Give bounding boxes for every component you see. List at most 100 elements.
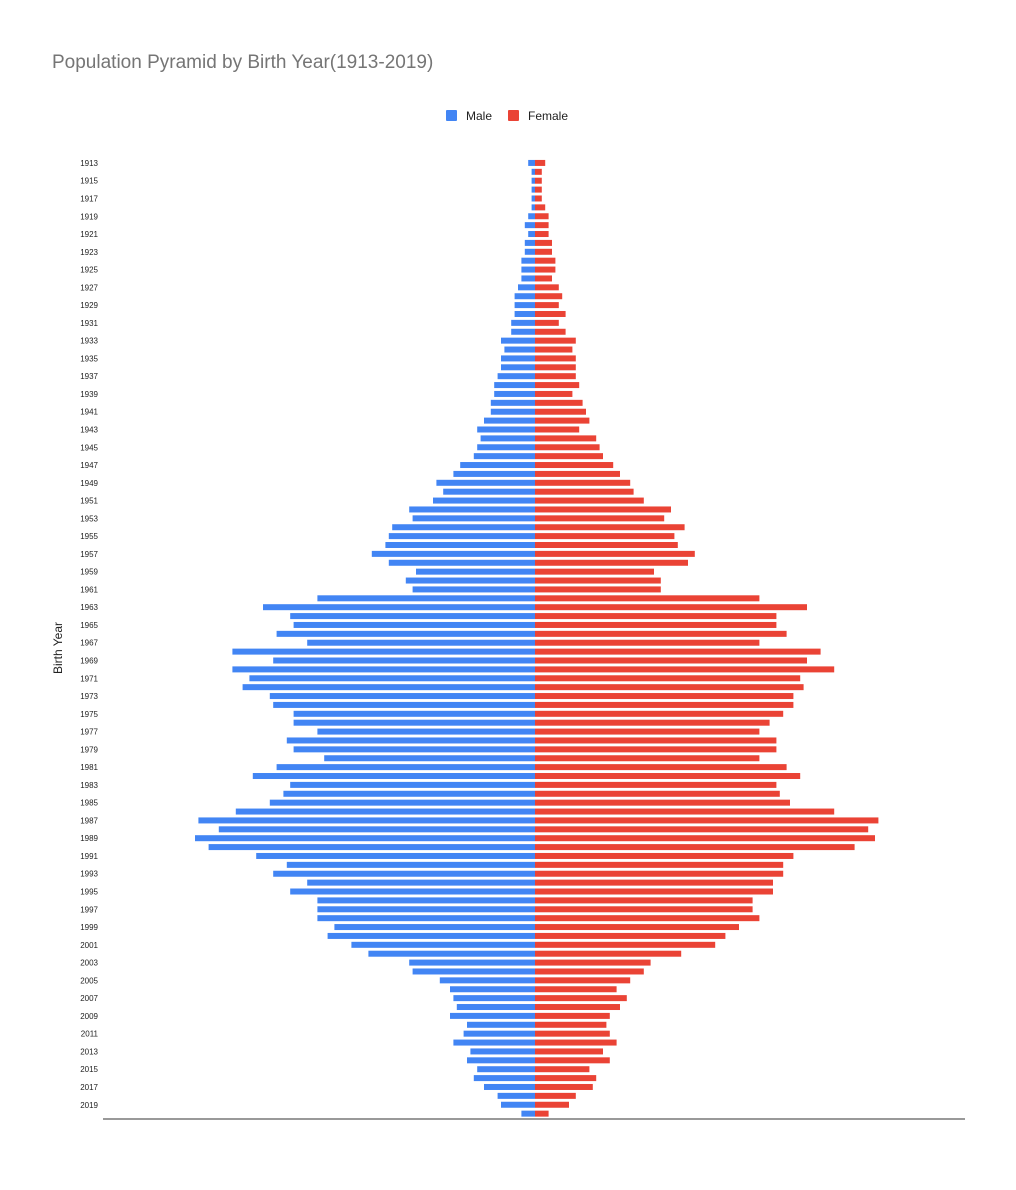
bar-male-1918: [531, 204, 535, 211]
bar-female-2002: [535, 950, 682, 957]
bar-female-2016: [535, 1075, 597, 1082]
bar-female-1991: [535, 852, 794, 859]
bar-female-1974: [535, 701, 794, 708]
bar-male-2019: [501, 1101, 535, 1108]
bar-female-1987: [535, 817, 879, 824]
bar-female-1972: [535, 684, 804, 691]
bar-male-1955: [388, 533, 535, 540]
bar-female-2001: [535, 941, 716, 948]
bar-male-2011: [463, 1030, 535, 1037]
y-tick-label-1977: 1977: [80, 728, 98, 737]
y-tick-label-1943: 1943: [80, 425, 98, 434]
bar-male-1973: [269, 693, 535, 700]
bar-female-1980: [535, 755, 760, 762]
bar-female-1990: [535, 844, 855, 851]
bar-female-2003: [535, 959, 651, 966]
bar-male-1987: [198, 817, 535, 824]
y-tick-label-1995: 1995: [80, 888, 98, 897]
bar-male-1992: [286, 861, 535, 868]
y-tick-label-2009: 2009: [80, 1012, 98, 1021]
bars-group: [195, 159, 879, 1117]
y-tick-label-1979: 1979: [80, 745, 98, 754]
bar-male-1986: [235, 808, 536, 815]
y-tick-label-1999: 1999: [80, 923, 98, 932]
bar-female-1953: [535, 515, 665, 522]
bar-female-1923: [535, 248, 552, 255]
bar-male-1948: [453, 470, 535, 477]
bar-male-1938: [494, 382, 535, 389]
y-tick-label-1945: 1945: [80, 443, 98, 452]
bar-female-1975: [535, 710, 784, 717]
bar-male-2000: [327, 932, 535, 939]
bar-male-1926: [521, 275, 535, 282]
bar-male-2001: [351, 941, 535, 948]
bar-female-1926: [535, 275, 552, 282]
y-tick-label-1973: 1973: [80, 692, 98, 701]
bar-female-1913: [535, 159, 546, 166]
bar-male-1929: [514, 302, 535, 309]
bar-female-1951: [535, 497, 644, 504]
bar-female-2017: [535, 1083, 593, 1090]
bar-female-1989: [535, 835, 875, 842]
y-tick-label-1927: 1927: [80, 283, 98, 292]
bar-male-1936: [501, 364, 535, 371]
y-tick-label-1913: 1913: [80, 159, 98, 168]
bar-male-2016: [473, 1075, 535, 1082]
bar-female-2011: [535, 1030, 610, 1037]
bar-male-1952: [409, 506, 535, 513]
bar-male-1995: [290, 888, 535, 895]
bar-female-1928: [535, 293, 563, 300]
bar-male-1939: [494, 390, 535, 397]
bar-female-1971: [535, 675, 801, 682]
bar-male-1941: [490, 408, 535, 415]
bar-male-1985: [269, 799, 535, 806]
y-tick-label-1963: 1963: [80, 603, 98, 612]
bar-male-1964: [290, 613, 535, 620]
bar-male-1917: [531, 195, 535, 202]
bar-female-1970: [535, 666, 835, 673]
bar-male-1994: [307, 879, 535, 886]
bar-male-1991: [256, 852, 535, 859]
bar-male-1999: [334, 924, 535, 931]
y-tick-label-1947: 1947: [80, 461, 98, 470]
bar-male-2015: [477, 1066, 535, 1073]
bar-male-1976: [293, 719, 535, 726]
bar-male-1925: [521, 266, 535, 273]
bar-male-1980: [324, 755, 535, 762]
bar-male-1937: [497, 373, 535, 380]
bar-female-1977: [535, 728, 760, 735]
bar-male-2018: [497, 1092, 535, 1099]
bar-female-1984: [535, 790, 780, 797]
bar-female-2020: [535, 1110, 549, 1117]
y-tick-label-1971: 1971: [80, 674, 98, 683]
y-tick-label-1949: 1949: [80, 479, 98, 488]
bar-female-1920: [535, 222, 549, 229]
y-tick-label-1981: 1981: [80, 763, 98, 772]
bar-male-2003: [409, 959, 535, 966]
y-tick-label-1967: 1967: [80, 639, 98, 648]
bar-male-1933: [501, 337, 535, 344]
bar-female-2004: [535, 968, 644, 975]
bar-male-2008: [456, 1004, 535, 1011]
legend: Male Female: [446, 109, 568, 123]
bar-male-1954: [392, 524, 535, 531]
bar-male-1919: [528, 213, 535, 220]
bar-male-1935: [501, 355, 535, 362]
bar-female-1914: [535, 168, 542, 175]
bar-female-1982: [535, 773, 801, 780]
y-tick-label-1969: 1969: [80, 657, 98, 666]
legend-female-swatch: [508, 110, 519, 121]
bar-male-2020: [521, 1110, 535, 1117]
bar-male-1968: [232, 648, 535, 655]
bar-male-1928: [514, 293, 535, 300]
bar-female-1944: [535, 435, 597, 442]
y-tick-label-1935: 1935: [80, 354, 98, 363]
bar-female-1939: [535, 390, 573, 397]
legend-male-swatch: [446, 110, 457, 121]
bar-female-2000: [535, 932, 726, 939]
bar-male-1959: [416, 568, 535, 575]
y-tick-label-1997: 1997: [80, 905, 98, 914]
bar-male-1958: [388, 559, 535, 566]
y-tick-label-1919: 1919: [80, 212, 98, 221]
bar-male-2012: [453, 1039, 535, 1046]
